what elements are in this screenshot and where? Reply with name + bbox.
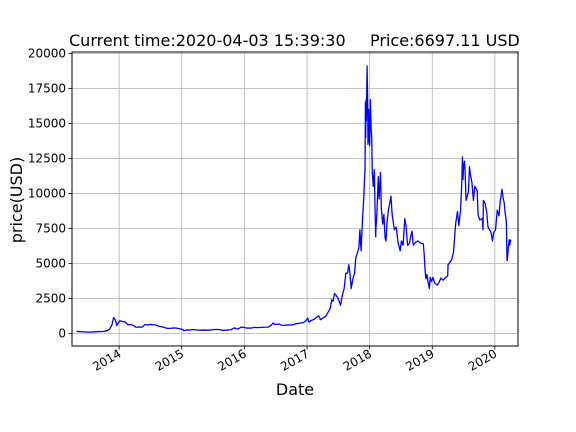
y-tick-label: 7500 [35,222,66,236]
plot-area-frame [71,51,519,347]
y-tick-label: 15000 [28,117,66,131]
y-tick-label: 0 [58,327,66,341]
title-price: Price:6697.11 USD [370,31,520,50]
y-tick-label: 20000 [28,47,66,61]
y-tick-label: 17500 [28,82,66,96]
price-line [76,65,512,333]
y-axis-ticks: 0 2500 5000 7500 10000 12500 15000 17500 20000 [28,47,72,341]
y-tick-label: 10000 [28,187,66,201]
x-axis-label: Date [276,380,314,399]
title-current-time: Current time:2020-04-03 15:39:30 [69,31,346,50]
y-axis-label: price(USD) [7,157,26,244]
price-series [76,65,512,333]
y-tick-label: 2500 [35,292,66,306]
y-tick-label: 12500 [28,152,66,166]
y-tick-label: 5000 [35,257,66,271]
grid-lines [72,52,518,346]
